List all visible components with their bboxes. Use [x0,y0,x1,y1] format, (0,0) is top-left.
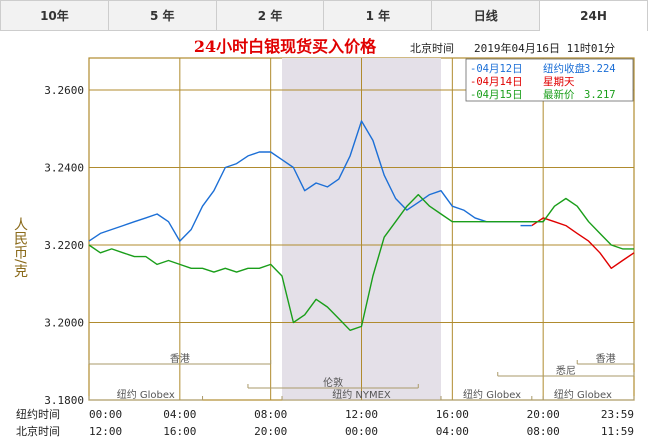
legend-desc: 最新价 [543,88,575,101]
session-label: 悉尼 [556,365,576,377]
session-label: 香港 [596,353,616,365]
tab-5y[interactable]: 5 年 [108,0,217,31]
legend-box [465,58,634,102]
legend-desc: 纽约收盘 [543,62,585,75]
tab-2y[interactable]: 2 年 [216,0,325,31]
chart-title: 24小时白银现货买入价格 [194,37,377,56]
y-tick-labels: 3.2600 3.2400 3.2200 3.2000 3.1800 [44,84,84,407]
series-line-2 [88,193,634,331]
x-tick-label-ny: 12:00 [345,408,378,421]
session-label: 纽约 NYMEX [332,388,391,401]
y-tick-label: 3.2000 [44,317,84,330]
timestamp-label: 北京时间 [410,41,454,55]
timestamp: 2019年04月16日 11时01分 [474,41,615,55]
tab-24h[interactable]: 24H [540,0,648,31]
x-tick-label-ny: 00:00 [89,408,122,421]
session-label: 纽约 Globex [554,388,612,401]
session-label: 香港 [170,353,190,365]
x-tick-label-ny: 08:00 [254,408,287,421]
y-tick-label: 3.2400 [44,162,84,175]
x-tick-label-ny: 04:00 [163,408,196,421]
tab-1y[interactable]: 1 年 [324,0,433,31]
tab-daily[interactable]: 日线 [432,0,541,31]
y-axis-label: 人民币/克 [12,217,28,279]
series-line-0 [88,120,544,242]
x-tick-label-bj: 12:00 [89,425,122,438]
x-tick-labels: 00:00 12:00 04:00 16:00 08:00 20:00 12:00 00:00… [89,408,634,438]
legend-date: -04月15日 [470,89,523,101]
legend-date: -04月12日 [470,63,523,75]
legend-value: 3.217 [584,89,616,101]
x-tick-label-bj: 00:00 [345,425,378,438]
legend-desc: 星期天 [543,76,575,88]
x-row-label-ny: 纽约时间 [16,407,60,421]
legend: -04月12日 纽约收盘 3.224 -04月14日 星期天 -04月15日 最新价 3.21… [465,58,634,102]
series-lines [88,120,635,331]
x-tick-label-bj: 04:00 [436,425,469,438]
x-tick-label-ny: 20:00 [527,408,560,421]
y-tick-label: 3.2600 [44,84,84,97]
x-tick-label-ny: 16:00 [436,408,469,421]
legend-value: 3.224 [584,63,616,75]
legend-date: -04月14日 [470,76,523,88]
x-tick-label-bj: 16:00 [163,425,196,438]
x-row-label-bj: 北京时间 [16,424,60,438]
grid-lines [88,58,635,401]
y-tick-label: 3.2200 [44,239,84,252]
period-tabbar: 10年 5 年 2 年 1 年 日线 24H [0,0,648,32]
series-line-1 [531,217,635,269]
x-tick-label-bj: 20:00 [254,425,287,438]
x-tick-label-ny: 23:59 [601,408,634,421]
y-tick-label: 3.1800 [44,394,84,407]
tab-10y[interactable]: 10年 [0,0,109,31]
session-label: 伦敦 [323,376,343,389]
x-tick-label-bj: 11:59 [601,425,634,438]
x-tick-label-bj: 08:00 [527,425,560,438]
session-label: 纽约 Globex [117,388,175,401]
session-label: 纽约 Globex [463,388,521,401]
